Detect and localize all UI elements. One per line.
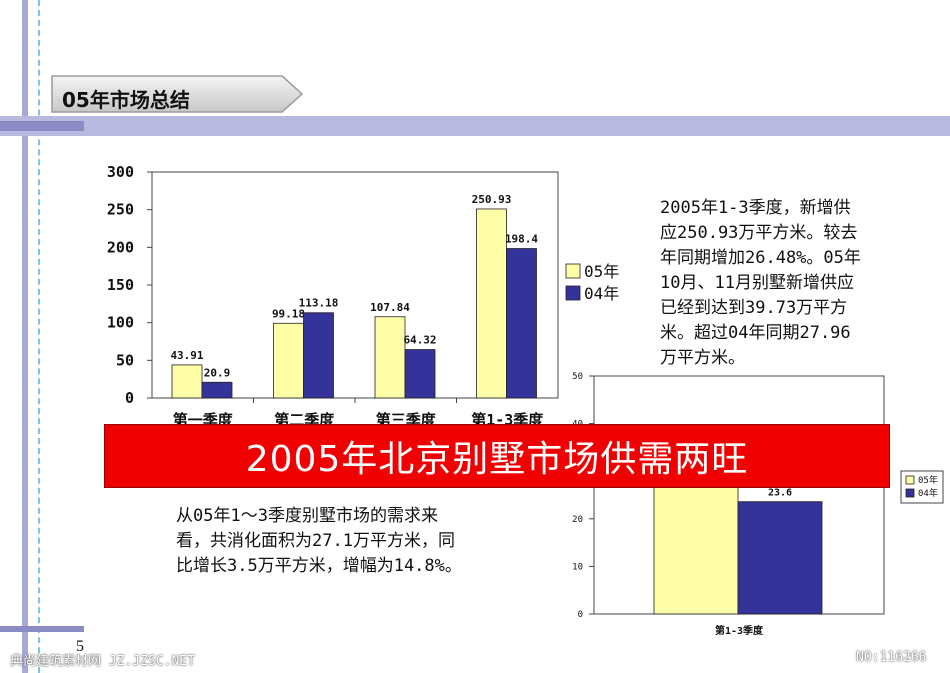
left-dashed-line xyxy=(38,0,40,673)
legend-label: 04年 xyxy=(584,284,619,303)
header-band-accent xyxy=(0,121,84,131)
data-label: 20.9 xyxy=(204,366,231,379)
bar-05年 xyxy=(273,322,304,399)
page-number: 5 xyxy=(76,638,84,655)
data-label: 250.93 xyxy=(472,193,512,206)
supply-line: 米。超过04年同期27.96 xyxy=(660,323,851,343)
y-tick-label: 100 xyxy=(107,314,134,332)
footer-band-accent xyxy=(0,626,84,632)
y-tick-label: 50 xyxy=(572,372,583,382)
supply-line: 已经到达到39.73万平方 xyxy=(660,298,848,318)
supply-line: 万平方米。 xyxy=(660,348,745,368)
legend-label: 05年 xyxy=(584,262,619,281)
y-tick-label: 50 xyxy=(116,351,134,369)
y-tick-label: 20 xyxy=(572,515,583,525)
category-label: 第1-3季度 xyxy=(715,624,764,637)
page-title: 05年市场总结 xyxy=(62,88,190,112)
demand-line: 看，共消化面积为27.1万平方米，同 xyxy=(176,531,455,551)
bar-05年 xyxy=(374,316,406,399)
headline-text: 2005年北京别墅市场供需两旺 xyxy=(245,439,749,480)
data-label: 43.91 xyxy=(170,349,203,362)
data-label: 198.4 xyxy=(505,233,538,246)
header-band xyxy=(0,116,950,136)
y-tick-label: 150 xyxy=(107,276,134,294)
legend-swatch xyxy=(565,285,581,301)
y-tick-label: 0 xyxy=(125,389,134,407)
legend-label: 05年 xyxy=(918,474,938,486)
title-tab-shape xyxy=(51,75,304,113)
supply-line: 10月、11月别墅新增供应 xyxy=(660,273,854,293)
bar-05年 xyxy=(653,484,739,615)
demand-line: 比增长3.5万平方米，增幅为14.8%。 xyxy=(176,556,462,576)
bar-04年 xyxy=(506,248,537,399)
y-tick-label: 0 xyxy=(578,610,583,620)
data-label: 23.6 xyxy=(768,488,792,499)
legend-swatch xyxy=(905,475,915,485)
supply-line: 2005年1-3季度，新增供 xyxy=(660,198,851,218)
bar-05年 xyxy=(171,364,203,399)
demand-summary-text: 从05年1～3季度别墅市场的需求来 看，共消化面积为27.1万平方米，同 比增长… xyxy=(176,504,462,579)
supply-line: 年同期增加26.48%。05年 xyxy=(660,248,861,268)
bar-04年 xyxy=(404,349,436,399)
y-tick-label: 200 xyxy=(107,238,134,256)
supply-line: 应250.93万平方米。较去 xyxy=(660,223,858,243)
y-tick-label: 250 xyxy=(107,201,134,219)
data-label: 113.18 xyxy=(299,297,339,310)
watermark-site: 典尚建筑素材网 JZ.JZSC.NET xyxy=(10,654,195,669)
data-label: 99.18 xyxy=(272,307,305,320)
data-label: 64.32 xyxy=(403,334,436,347)
legend-box xyxy=(900,470,944,504)
headline-banner: 2005年北京别墅市场供需两旺 xyxy=(104,424,890,488)
bar-04年 xyxy=(303,312,334,399)
y-tick-label: 10 xyxy=(572,562,583,572)
legend-swatch xyxy=(905,488,915,498)
demand-line: 从05年1～3季度别墅市场的需求来 xyxy=(176,506,438,526)
legend-swatch xyxy=(565,263,581,279)
bar-04年 xyxy=(201,381,233,399)
y-tick-label: 300 xyxy=(107,163,134,181)
legend-label: 04年 xyxy=(918,487,938,499)
watermark-id: NO:116266 xyxy=(856,650,927,665)
data-label: 107.84 xyxy=(370,301,410,314)
supply-bar-chart: 30025020015010050043.9120.9第一季度99.18113.… xyxy=(107,163,636,429)
left-decor-bar xyxy=(22,0,28,673)
bar-04年 xyxy=(737,501,823,615)
supply-summary-text: 2005年1-3季度，新增供 应250.93万平方米。较去 年同期增加26.48… xyxy=(660,196,861,371)
bar-05年 xyxy=(476,208,507,399)
